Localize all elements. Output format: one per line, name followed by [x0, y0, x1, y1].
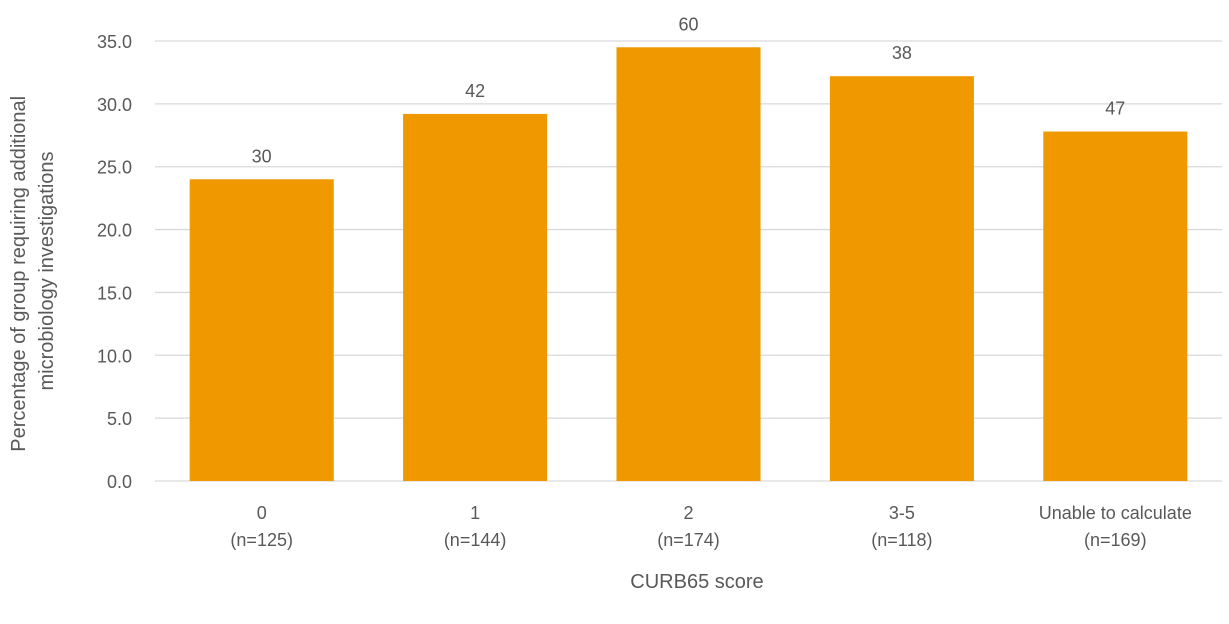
x-tick-sublabel: (n=144) [444, 530, 507, 550]
y-axis-ticks: 0.0 5.0 10.0 15.0 20.0 25.0 30.0 35.0 [97, 32, 132, 492]
y-tick-label: 5.0 [107, 409, 132, 429]
y-tick-label: 10.0 [97, 346, 132, 366]
y-axis-title-line-2: microbiology investigations [36, 151, 58, 390]
bar [1043, 131, 1188, 481]
x-tick-sublabel: (n=169) [1084, 530, 1147, 550]
x-tick-label: 3-5 [889, 503, 915, 523]
y-tick-label: 25.0 [97, 158, 132, 178]
y-axis-title: Percentage of group requiring additional… [8, 90, 58, 451]
x-tick-label: Unable to calculate [1039, 503, 1192, 523]
x-axis-ticks: 0 (n=125) 1 (n=144) 2 (n=174) 3-5 (n=118) Unable… [230, 503, 1191, 550]
y-tick-label: 20.0 [97, 221, 132, 241]
y-tick-label: 0.0 [107, 472, 132, 492]
y-axis-title-line-1: Percentage of group requiring additional [8, 96, 30, 452]
x-axis-title: CURB65 score [630, 571, 763, 593]
bar [403, 113, 548, 482]
x-tick-sublabel: (n=125) [230, 530, 293, 550]
bar [189, 179, 334, 482]
data-label: 30 [252, 146, 272, 166]
bar [616, 47, 761, 482]
x-tick-label: 1 [470, 503, 480, 523]
data-label: 47 [1105, 99, 1125, 119]
bars [189, 47, 1188, 482]
bar [829, 76, 974, 481]
data-labels: 30 42 60 38 47 [252, 14, 1126, 166]
x-tick-label: 0 [257, 503, 267, 523]
data-label: 42 [465, 81, 485, 101]
data-label: 38 [892, 43, 912, 63]
x-tick-label: 2 [683, 503, 693, 523]
x-tick-sublabel: (n=118) [871, 530, 932, 550]
y-tick-label: 35.0 [97, 32, 132, 52]
y-tick-label: 15.0 [97, 283, 132, 303]
y-tick-label: 30.0 [97, 95, 132, 115]
x-tick-sublabel: (n=174) [657, 530, 720, 550]
data-label: 60 [678, 14, 698, 34]
